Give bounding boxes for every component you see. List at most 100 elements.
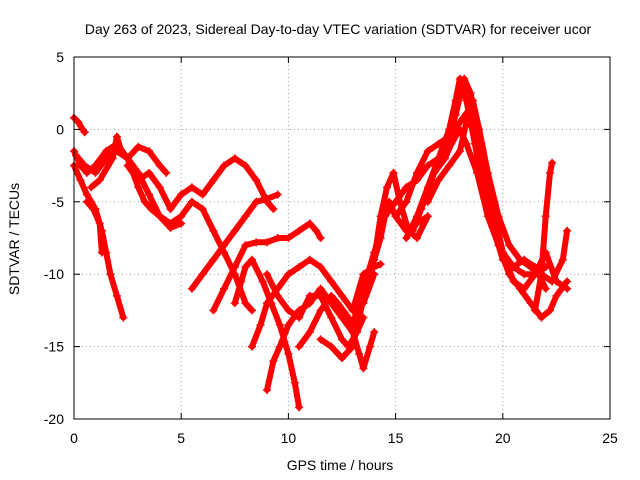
- data-point: [348, 306, 357, 315]
- data-point: [273, 291, 282, 300]
- data-point: [198, 205, 207, 214]
- series-line: [88, 133, 170, 191]
- data-point: [365, 342, 374, 351]
- data-point: [284, 270, 293, 279]
- data-point: [284, 234, 293, 242]
- data-point: [112, 291, 121, 300]
- data-point: [383, 183, 392, 192]
- series-track-22: [466, 110, 486, 148]
- data-point: [155, 161, 164, 170]
- data-point: [87, 183, 96, 192]
- data-point: [530, 306, 539, 315]
- data-point: [391, 197, 400, 206]
- data-point: [119, 313, 128, 322]
- data-point: [370, 328, 379, 337]
- y-tick-label: -15: [44, 339, 64, 355]
- data-point: [262, 238, 271, 247]
- data-point: [413, 168, 422, 177]
- series-track-9: [209, 219, 325, 315]
- y-axis-label: SDTVAR / TECUs: [6, 183, 22, 295]
- series-line: [210, 220, 324, 314]
- data-point: [355, 313, 364, 322]
- data-point: [80, 128, 89, 137]
- data-point: [290, 378, 299, 387]
- data-point: [177, 212, 186, 221]
- data-point: [262, 386, 271, 395]
- data-point: [370, 248, 379, 257]
- data-point: [348, 342, 357, 351]
- series-track-21: [423, 96, 572, 286]
- data-point: [558, 255, 567, 264]
- data-point: [209, 255, 218, 264]
- series-track-23: [530, 158, 557, 315]
- data-point: [515, 255, 524, 264]
- data-point: [359, 364, 368, 373]
- x-tick-label: 25: [602, 430, 618, 446]
- data-point: [241, 299, 250, 308]
- data-point: [305, 328, 314, 337]
- data-point: [413, 234, 422, 242]
- data-point: [423, 212, 432, 221]
- data-point: [505, 270, 514, 279]
- data-point: [408, 226, 417, 235]
- data-point: [95, 176, 104, 185]
- data-point: [247, 255, 256, 264]
- grid-layer: [74, 57, 610, 419]
- data-point: [423, 147, 432, 156]
- data-point: [209, 306, 218, 315]
- data-point: [123, 161, 132, 170]
- data-point: [258, 277, 267, 286]
- data-point: [376, 260, 385, 269]
- data-point: [117, 147, 126, 156]
- data-point: [209, 176, 218, 185]
- x-tick-label: 10: [281, 430, 297, 446]
- series-line: [231, 256, 303, 411]
- data-point: [198, 190, 207, 199]
- data-point: [537, 313, 546, 322]
- data-point: [134, 183, 143, 192]
- data-point: [462, 118, 471, 127]
- data-point: [316, 262, 325, 271]
- data-point: [134, 176, 143, 185]
- x-tick-label: 15: [388, 430, 404, 446]
- y-tick-label: -5: [52, 194, 65, 210]
- data-point: [82, 190, 91, 199]
- data-point: [74, 118, 83, 127]
- chart-title: Day 263 of 2023, Sidereal Day-to-day VTE…: [85, 21, 592, 37]
- data-point: [247, 342, 256, 351]
- data-point: [230, 226, 239, 235]
- data-point: [423, 161, 432, 170]
- series-line: [424, 97, 571, 285]
- data-point: [505, 241, 514, 250]
- data-point: [166, 205, 175, 214]
- data-point: [220, 161, 229, 170]
- data-point: [423, 197, 432, 206]
- data-point: [82, 197, 91, 206]
- data-point: [477, 139, 486, 148]
- data-point: [108, 154, 117, 163]
- data-point: [494, 241, 503, 250]
- data-point: [187, 197, 196, 206]
- data-point: [434, 176, 443, 185]
- series-track-6: [82, 197, 106, 257]
- data-point: [541, 212, 550, 221]
- data-point: [295, 342, 304, 351]
- data-point: [380, 212, 389, 221]
- data-point: [445, 125, 454, 134]
- data-point: [548, 158, 557, 167]
- data-point: [162, 168, 171, 177]
- series-track-13: [262, 284, 379, 395]
- data-point: [247, 306, 256, 315]
- series-track-7: [123, 154, 278, 214]
- data-point: [252, 197, 261, 206]
- series-layer: [70, 74, 572, 412]
- data-point: [76, 176, 85, 185]
- data-point: [473, 125, 482, 134]
- data-point: [327, 313, 336, 322]
- series-track-8: [187, 190, 282, 293]
- data-point: [440, 154, 449, 163]
- y-tick-labels: 5 0 -5 -10 -15 -20: [44, 49, 64, 427]
- data-point: [275, 342, 284, 351]
- data-point: [262, 299, 271, 308]
- data-point: [526, 262, 535, 271]
